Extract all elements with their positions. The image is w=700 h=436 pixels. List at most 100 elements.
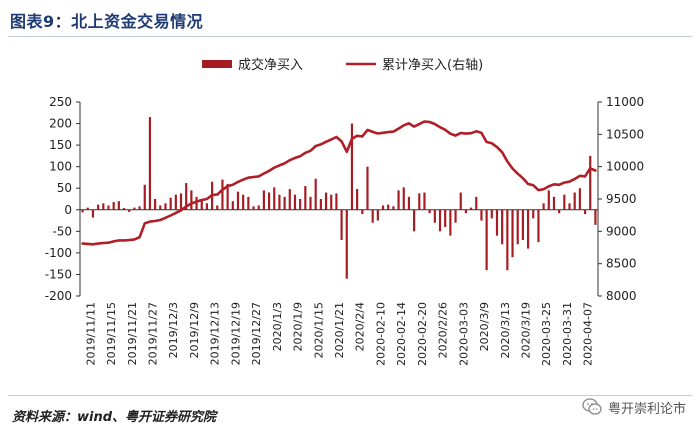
bar [428, 209, 431, 214]
x-tick-label: 2020/1/3 [271, 302, 284, 351]
bar [216, 205, 219, 210]
bar [371, 209, 374, 223]
bar [532, 209, 535, 219]
bar [128, 209, 131, 212]
bar [97, 204, 100, 210]
x-tick-label: 2020-02-10 [374, 302, 387, 366]
bar [231, 201, 234, 210]
right-tick-label: 10000 [606, 160, 644, 174]
x-tick-label: 2019/12/9 [188, 302, 201, 358]
bar [558, 209, 561, 214]
bar [506, 209, 509, 271]
bar [107, 205, 110, 210]
bar [413, 209, 416, 232]
bar [516, 209, 519, 245]
bar [257, 205, 260, 210]
bar [490, 209, 493, 219]
left-tick-label: 100 [49, 160, 72, 174]
x-tick-label: 2019/11/11 [84, 302, 97, 365]
left-tick-label: 0 [64, 203, 72, 217]
bar [283, 196, 286, 210]
source-note: 资料来源：wind、粤开证券研究院 [12, 410, 217, 425]
bar [454, 209, 457, 223]
left-tick-label: -50 [52, 224, 72, 238]
x-tick-label: 2020/1/21 [333, 302, 346, 358]
bar [122, 208, 126, 210]
bar [552, 196, 556, 210]
bar [299, 199, 302, 210]
bar [226, 183, 229, 210]
bar [91, 209, 95, 218]
right-tick-label: 10500 [606, 127, 644, 141]
bar [133, 207, 136, 210]
x-tick-label: 2020/2/26 [437, 302, 450, 358]
bar [117, 201, 120, 210]
wechat-icon [582, 397, 602, 417]
bar [335, 193, 338, 210]
x-tick-label: 2019/12/13 [209, 302, 222, 365]
x-tick-labels: 2019/11/11 2019/11/15 2019/11/21 2019/11/27… [84, 302, 594, 366]
left-tick-label: -100 [45, 246, 72, 260]
bar [143, 184, 146, 210]
bar [381, 205, 385, 210]
left-tick-label: 250 [49, 95, 72, 109]
footer-divider [8, 395, 692, 396]
bar [526, 209, 530, 249]
bar [164, 203, 167, 210]
bar [86, 207, 89, 210]
bar [278, 194, 281, 210]
bar [242, 194, 245, 210]
bar [159, 205, 162, 210]
bar [547, 190, 550, 210]
bar [470, 207, 473, 210]
x-tick-label: 2020-02-20 [416, 302, 429, 366]
bar [438, 209, 442, 232]
bar [169, 197, 172, 210]
x-tick-label: 2020/1/15 [312, 302, 325, 358]
bar [485, 209, 488, 271]
title-divider [8, 36, 692, 37]
chart-title: 图表9：北上资金交易情况 [10, 12, 204, 31]
left-tick-label: -150 [45, 267, 72, 281]
left-tick-label: 200 [49, 117, 72, 131]
bar [387, 204, 390, 210]
bar [501, 209, 504, 245]
bar [221, 179, 224, 210]
bar [288, 189, 291, 210]
bar [102, 203, 105, 210]
x-tick-label: 2020/3/13 [499, 302, 512, 358]
bar [148, 117, 152, 210]
bar [174, 194, 177, 210]
x-tick-label: 2019/11/21 [126, 302, 139, 365]
bar [252, 206, 255, 210]
bar [573, 192, 576, 210]
bar [304, 186, 307, 210]
x-tick-label: 2020/3/9 [478, 302, 491, 351]
bar [366, 166, 369, 210]
bar-series [81, 117, 597, 279]
bar [594, 209, 597, 225]
watermark: 粤开崇利论市 [582, 397, 686, 417]
bar [319, 199, 322, 210]
bar [563, 194, 566, 210]
bar [475, 196, 478, 210]
bar [392, 206, 395, 210]
bar [402, 187, 405, 210]
bar [407, 196, 411, 210]
legend-bar-swatch [202, 60, 232, 68]
x-tick-label: 2019/11/27 [147, 302, 160, 365]
bar [236, 191, 240, 210]
x-tick-label: 2019/12/3 [167, 302, 180, 358]
bar [361, 209, 364, 215]
right-tick-label: 11000 [606, 95, 644, 109]
right-tick-label: 8000 [606, 289, 637, 303]
bar-line-chart: 成交净买入 累计净买入(右轴) -200 -150 -100 -50 0 50 100 150… [45, 57, 644, 366]
watermark-text: 粤开崇利论市 [607, 401, 686, 417]
bar [537, 209, 540, 243]
bar [293, 194, 297, 210]
legend: 成交净买入 累计净买入(右轴) [202, 57, 483, 73]
bar [433, 209, 436, 223]
x-tick-label: 2020-03-25 [540, 302, 553, 366]
cumulative-line [81, 120, 597, 246]
x-tick-label: 2019/12/27 [250, 302, 263, 365]
